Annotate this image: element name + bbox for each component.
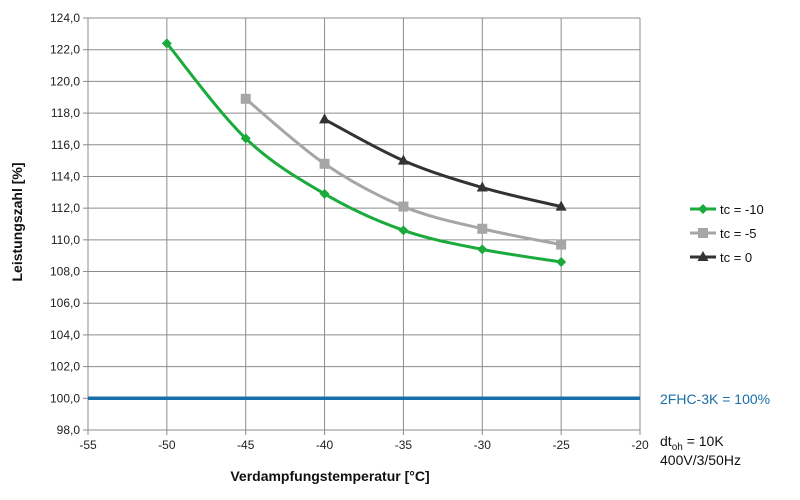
- x-tick-labels: -55 -50 -45 -40 -35 -30 -25 -20: [79, 438, 649, 452]
- data-point: [319, 188, 330, 199]
- grid: [83, 17, 641, 435]
- x-tick-label: -25: [552, 438, 570, 452]
- data-point: [319, 113, 331, 124]
- legend-marker: [698, 228, 708, 238]
- series-line-2: [323, 117, 563, 209]
- legend-label: tc = -5: [720, 226, 757, 241]
- series-group: [161, 38, 567, 268]
- y-tick-label: 116,0: [51, 138, 80, 152]
- y-tick-label: 104,0: [50, 328, 80, 342]
- y-tick-label: 118,0: [51, 106, 80, 120]
- legend-marker: [697, 251, 709, 261]
- y-tick-label: 112,0: [51, 201, 80, 215]
- data-point: [240, 93, 251, 104]
- y-axis-title: Leistungszahl [%]: [9, 162, 25, 281]
- x-tick-label: -50: [158, 438, 176, 452]
- x-tick-label: -40: [316, 438, 334, 452]
- y-tick-label: 102,0: [50, 360, 80, 374]
- legend: tc = -10 tc = -5 tc = 0: [690, 202, 764, 265]
- x-tick-label: -30: [474, 438, 492, 452]
- y-tick-label: 114,0: [51, 169, 80, 183]
- y-tick-label: 100,0: [50, 391, 80, 405]
- data-point: [476, 181, 488, 192]
- x-tick-label: -20: [631, 438, 649, 452]
- y-tick-label: 110,0: [51, 233, 80, 247]
- y-tick-label: 98,0: [57, 423, 81, 437]
- conditions-note-line2: 400V/3/50Hz: [660, 452, 741, 468]
- note-value: = 10K: [683, 433, 725, 449]
- x-tick-label: -35: [395, 438, 413, 452]
- data-point: [161, 38, 172, 49]
- note-subscript: oh: [672, 442, 683, 453]
- y-tick-label: 106,0: [50, 296, 80, 310]
- y-tick-labels: 98,0 100,0 102,0 104,0 106,0 108,0 110,0 112,0 1…: [50, 11, 80, 437]
- note-dt: dt: [660, 433, 672, 449]
- y-tick-label: 124,0: [50, 11, 80, 25]
- data-point: [556, 257, 567, 268]
- data-point: [398, 225, 409, 236]
- legend-label: tc = -10: [720, 202, 764, 217]
- y-tick-label: 122,0: [50, 43, 80, 57]
- x-tick-label: -45: [237, 438, 255, 452]
- data-point: [397, 154, 409, 165]
- data-point: [556, 239, 567, 250]
- y-tick-label: 120,0: [50, 74, 80, 88]
- conditions-note-line1: dtoh = 10K: [660, 433, 724, 453]
- data-point: [319, 158, 330, 169]
- data-point: [240, 133, 251, 144]
- data-point: [398, 201, 409, 212]
- data-point: [477, 223, 488, 234]
- x-tick-label: -55: [79, 438, 97, 452]
- data-point: [477, 244, 488, 255]
- x-axis-title: Verdampfungstemperatur [°C]: [230, 468, 429, 484]
- legend-label: tc = 0: [720, 250, 752, 265]
- series-line-0: [165, 41, 563, 264]
- reference-line-label: 2FHC-3K = 100%: [660, 391, 770, 407]
- legend-marker: [698, 204, 708, 214]
- data-point: [555, 200, 567, 211]
- y-tick-label: 108,0: [50, 265, 80, 279]
